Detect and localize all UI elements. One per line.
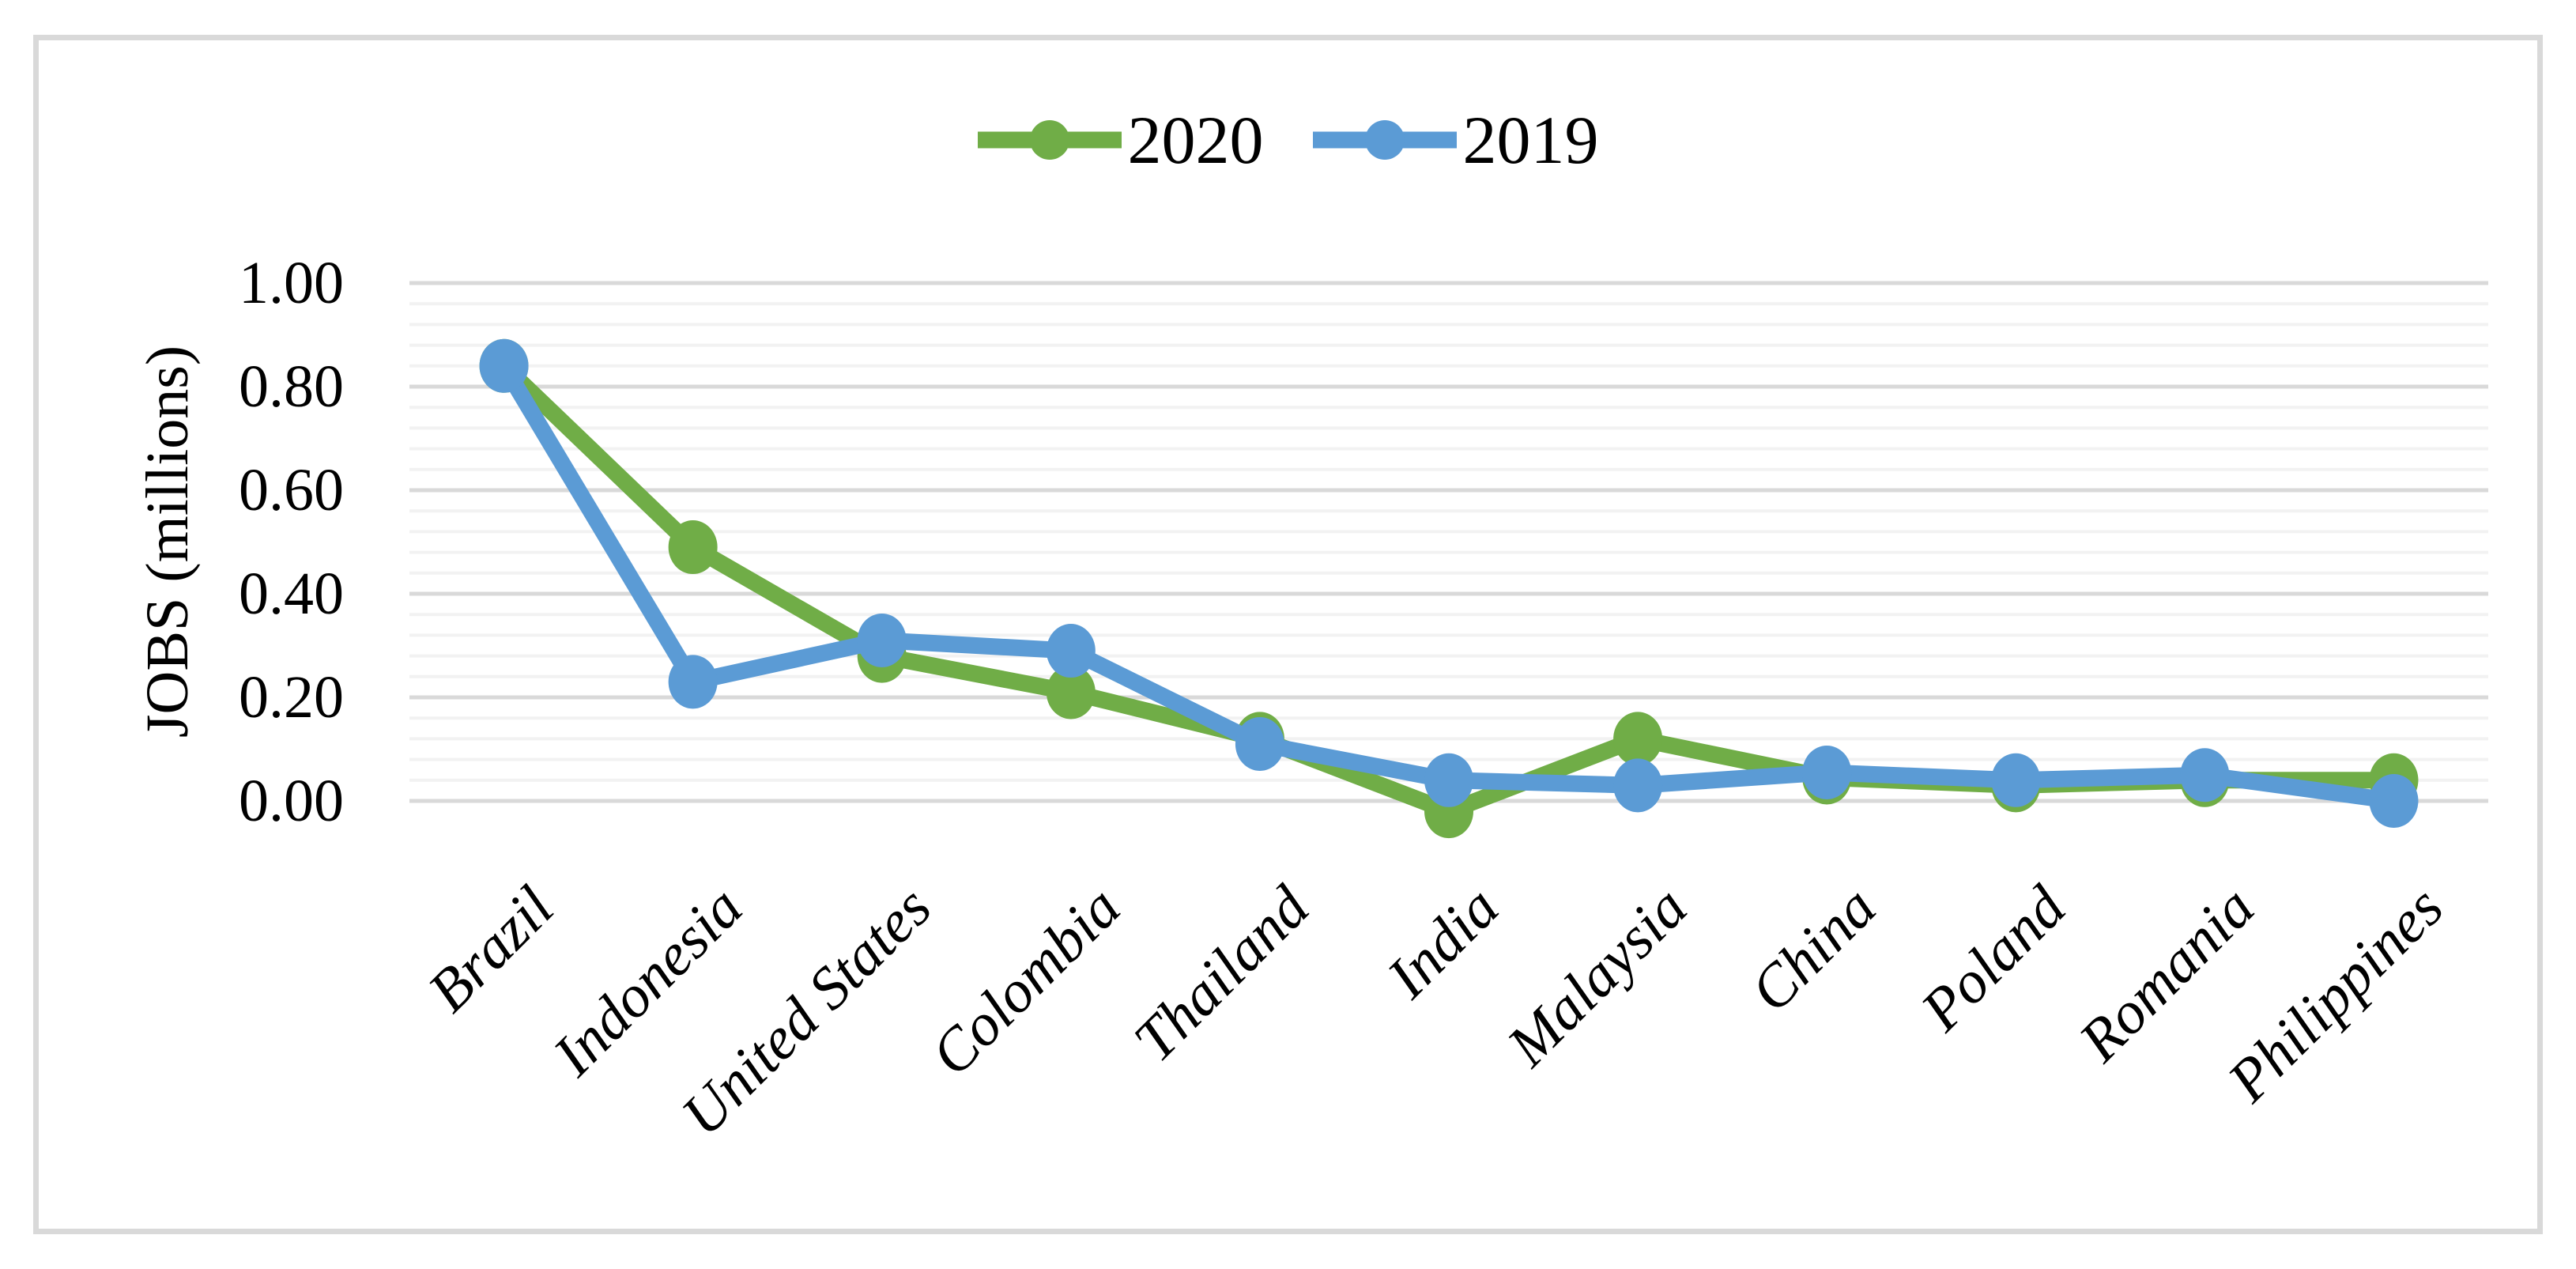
data-point-marker-2019-Philippines: [2369, 774, 2419, 828]
y-axis-tick-label: 0.60: [239, 457, 344, 523]
legend-label: 2020: [1127, 102, 1264, 178]
y-axis-tick-label: 0.40: [239, 561, 344, 627]
data-point-marker-2019-Colombia: [1046, 624, 1096, 678]
data-point-marker-2019-United States: [857, 613, 907, 667]
y-axis-tick-label: 0.00: [239, 768, 344, 834]
series-line-2019: [496, 357, 2402, 810]
data-point-marker-2019-China: [1802, 745, 1852, 799]
data-point-marker-2019-Romania: [2180, 748, 2230, 803]
series-line-2020: [496, 357, 2402, 820]
data-point-marker-2019-Poland: [1991, 753, 2041, 807]
y-axis-tick-label: 1.00: [239, 250, 344, 316]
data-point-marker-2020-Colombia: [1046, 665, 1096, 719]
data-point-marker-2019-Thailand: [1235, 716, 1284, 771]
data-point-marker-2020-Indonesia: [668, 520, 718, 575]
data-point-marker-2019-Indonesia: [668, 655, 718, 709]
legend: 2020 2019: [0, 104, 2576, 176]
y-axis-tick-label: 0.80: [239, 353, 344, 420]
y-axis-tick-label: 0.20: [239, 664, 344, 731]
legend-line-marker-icon: [977, 120, 1122, 160]
legend-item-2019: 2019: [1312, 102, 1599, 178]
data-point-marker-2019-India: [1424, 753, 1473, 807]
legend-item-2020: 2020: [977, 102, 1264, 178]
chart-border: [33, 35, 2543, 1234]
data-point-marker-2020-Malaysia: [1613, 712, 1663, 766]
data-point-marker-2019-Brazil: [479, 338, 529, 393]
legend-label: 2019: [1462, 102, 1599, 178]
legend-line-marker-icon: [1312, 120, 1457, 160]
data-point-marker-2019-Malaysia: [1613, 758, 1663, 813]
